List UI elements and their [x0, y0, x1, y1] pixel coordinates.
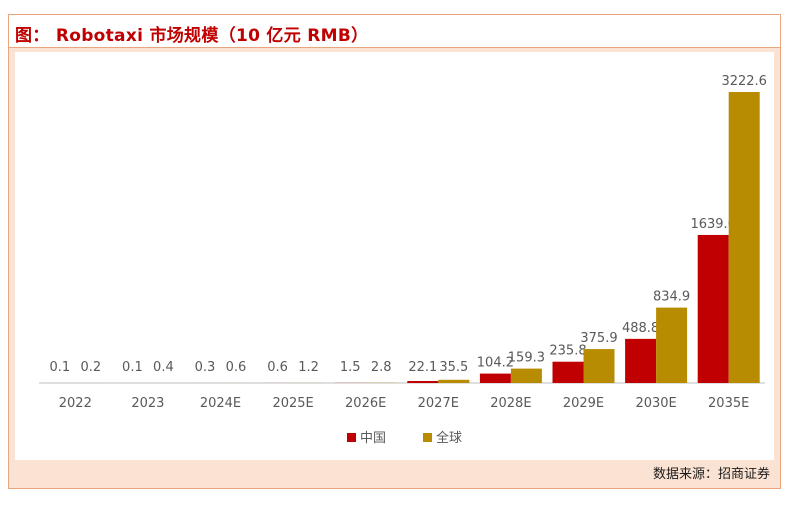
data-label-global-2022: 0.2: [80, 360, 101, 375]
legend-label-global: 全球: [436, 430, 462, 446]
data-label-global-2026E: 2.8: [371, 360, 392, 375]
data-label-china-2028E: 104.2: [477, 356, 514, 371]
bar-global-2035E: [728, 92, 760, 383]
source-note: 数据来源：招商证券: [652, 467, 770, 482]
data-label-global-2027E: 35.5: [439, 360, 468, 375]
bar-china-2030E: [625, 338, 657, 383]
bar-china-2029E: [552, 361, 584, 383]
x-tick-label-2030E: 2030E: [635, 396, 676, 411]
data-label-global-2030E: 834.9: [653, 290, 690, 305]
data-label-global-2029E: 375.9: [580, 331, 617, 346]
bar-global-2030E: [656, 307, 688, 383]
bar-global-2028E: [510, 368, 542, 383]
data-label-global-2035E: 3222.6: [721, 74, 767, 89]
x-tick-label-2026E: 2026E: [345, 396, 386, 411]
x-tick-label-2029E: 2029E: [563, 396, 604, 411]
bar-china-2027E: [407, 381, 439, 383]
data-label-china-2024E: 0.3: [195, 360, 216, 375]
x-tick-label-2023: 2023: [131, 396, 164, 411]
title-bar: 图： Robotaxi 市场规模（10 亿元 RMB）: [9, 15, 780, 48]
x-tick-label-2025E: 2025E: [272, 396, 313, 411]
x-tick-label-2027E: 2027E: [418, 396, 459, 411]
legend-swatch-china: [347, 433, 356, 442]
data-label-china-2022: 0.1: [49, 360, 70, 375]
data-label-global-2025E: 1.2: [298, 360, 319, 375]
bar-china-2028E: [479, 373, 511, 383]
data-label-china-2027E: 22.1: [408, 360, 437, 375]
data-label-global-2023: 0.4: [153, 360, 174, 375]
x-tick-label-2024E: 2024E: [200, 396, 241, 411]
bar-chart: 0.1 0.2 2022 0.1 0.4 2023 0.3 0.6 2024E 0.6 1.2 202…: [39, 74, 767, 446]
bar-global-2029E: [583, 349, 615, 383]
legend-swatch-global: [423, 433, 432, 442]
data-label-china-2030E: 488.8: [622, 321, 659, 336]
legend-label-china: 中国: [360, 431, 386, 446]
data-label-china-2026E: 1.5: [340, 360, 361, 375]
x-tick-label-2022: 2022: [59, 396, 92, 411]
figure-frame: 图： Robotaxi 市场规模（10 亿元 RMB） 0.1 0.2 2022 0.…: [8, 14, 781, 489]
figure-title: 图： Robotaxi 市场规模（10 亿元 RMB）: [15, 26, 369, 46]
x-tick-label-2035E: 2035E: [708, 396, 749, 411]
data-label-global-2028E: 159.3: [508, 351, 545, 366]
data-label-china-2035E: 1639.6: [690, 217, 736, 232]
x-tick-label-2028E: 2028E: [490, 396, 531, 411]
data-label-china-2025E: 0.6: [267, 360, 288, 375]
bar-global-2027E: [438, 379, 470, 383]
data-label-global-2024E: 0.6: [226, 360, 247, 375]
data-label-china-2023: 0.1: [122, 360, 143, 375]
data-label-china-2029E: 235.8: [549, 344, 586, 359]
bar-china-2035E: [697, 234, 729, 383]
chart-panel: 0.1 0.2 2022 0.1 0.4 2023 0.3 0.6 2024E 0.6 1.2 202…: [15, 52, 774, 460]
